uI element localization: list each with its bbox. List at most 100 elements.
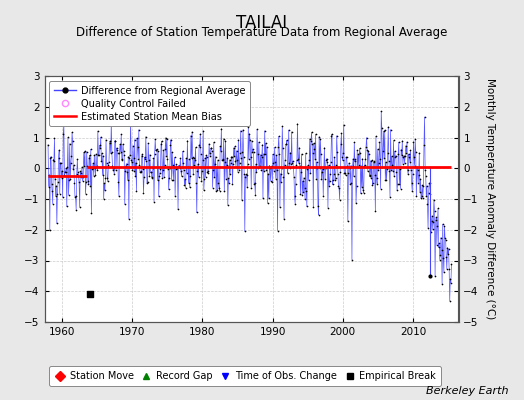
Text: Difference of Station Temperature Data from Regional Average: Difference of Station Temperature Data f… [77,26,447,39]
Point [294,160,303,166]
Point [345,160,353,166]
Point [383,177,391,183]
Point [100,196,108,202]
Point [356,190,365,197]
Point [118,156,127,162]
Point [121,168,129,174]
Point [134,144,142,151]
Point [438,246,446,253]
Point [407,167,416,174]
Point [115,150,124,156]
Text: Berkeley Earth: Berkeley Earth [426,386,508,396]
Point [111,138,119,144]
Point [412,193,421,200]
Point [51,176,59,182]
Point [381,177,389,183]
Point [283,170,292,176]
Point [175,163,183,169]
Point [242,171,250,178]
Point [86,291,94,298]
Point [232,164,240,170]
Point [176,164,184,171]
Point [251,192,259,198]
Point [97,158,105,164]
Point [85,155,93,162]
Point [234,168,242,175]
Point [236,150,244,157]
Point [145,157,153,164]
Point [57,175,66,181]
Point [255,139,263,145]
Point [429,219,438,226]
Point [76,168,84,174]
Point [274,144,282,150]
Point [140,174,148,181]
Point [129,155,138,162]
Point [155,193,163,200]
Point [74,169,82,175]
Point [253,169,261,175]
Point [400,153,408,159]
Point [320,164,328,170]
Point [81,148,89,154]
Point [64,192,73,198]
Point [415,150,423,156]
Point [131,173,139,180]
Point [399,154,408,160]
Point [100,180,108,187]
Point [85,152,94,158]
Point [112,167,120,174]
Point [320,144,329,151]
Point [401,142,410,149]
Point [331,175,340,182]
Point [410,162,419,169]
Point [80,163,89,169]
Point [134,156,143,162]
Point [231,158,239,164]
Point [281,156,289,163]
Point [443,266,451,272]
Point [84,178,92,184]
Point [383,166,391,172]
Point [239,126,247,133]
Point [439,254,447,261]
Point [427,229,435,235]
Point [45,172,53,178]
Point [315,133,323,140]
Point [187,155,195,162]
Point [216,143,224,150]
Point [419,194,427,201]
Point [79,174,88,180]
Point [209,184,217,191]
Point [223,162,231,168]
Point [114,178,123,185]
Point [435,256,444,263]
Point [308,141,316,147]
Point [81,191,90,197]
Point [367,175,376,181]
Point [364,168,372,174]
Point [49,200,57,207]
Point [349,156,357,162]
Point [332,162,340,168]
Point [150,198,158,205]
Point [50,135,59,141]
Point [373,175,381,181]
Point [160,162,169,168]
Point [301,196,309,202]
Point [425,180,434,186]
Point [185,156,193,162]
Point [343,163,352,169]
Point [325,182,333,189]
Point [341,172,350,178]
Point [55,147,63,153]
Point [361,162,369,168]
Point [145,172,154,179]
Point [261,150,269,157]
Point [365,150,373,157]
Point [285,127,293,133]
Point [323,155,331,162]
Point [338,154,346,160]
Point [195,144,204,150]
Point [271,159,279,166]
